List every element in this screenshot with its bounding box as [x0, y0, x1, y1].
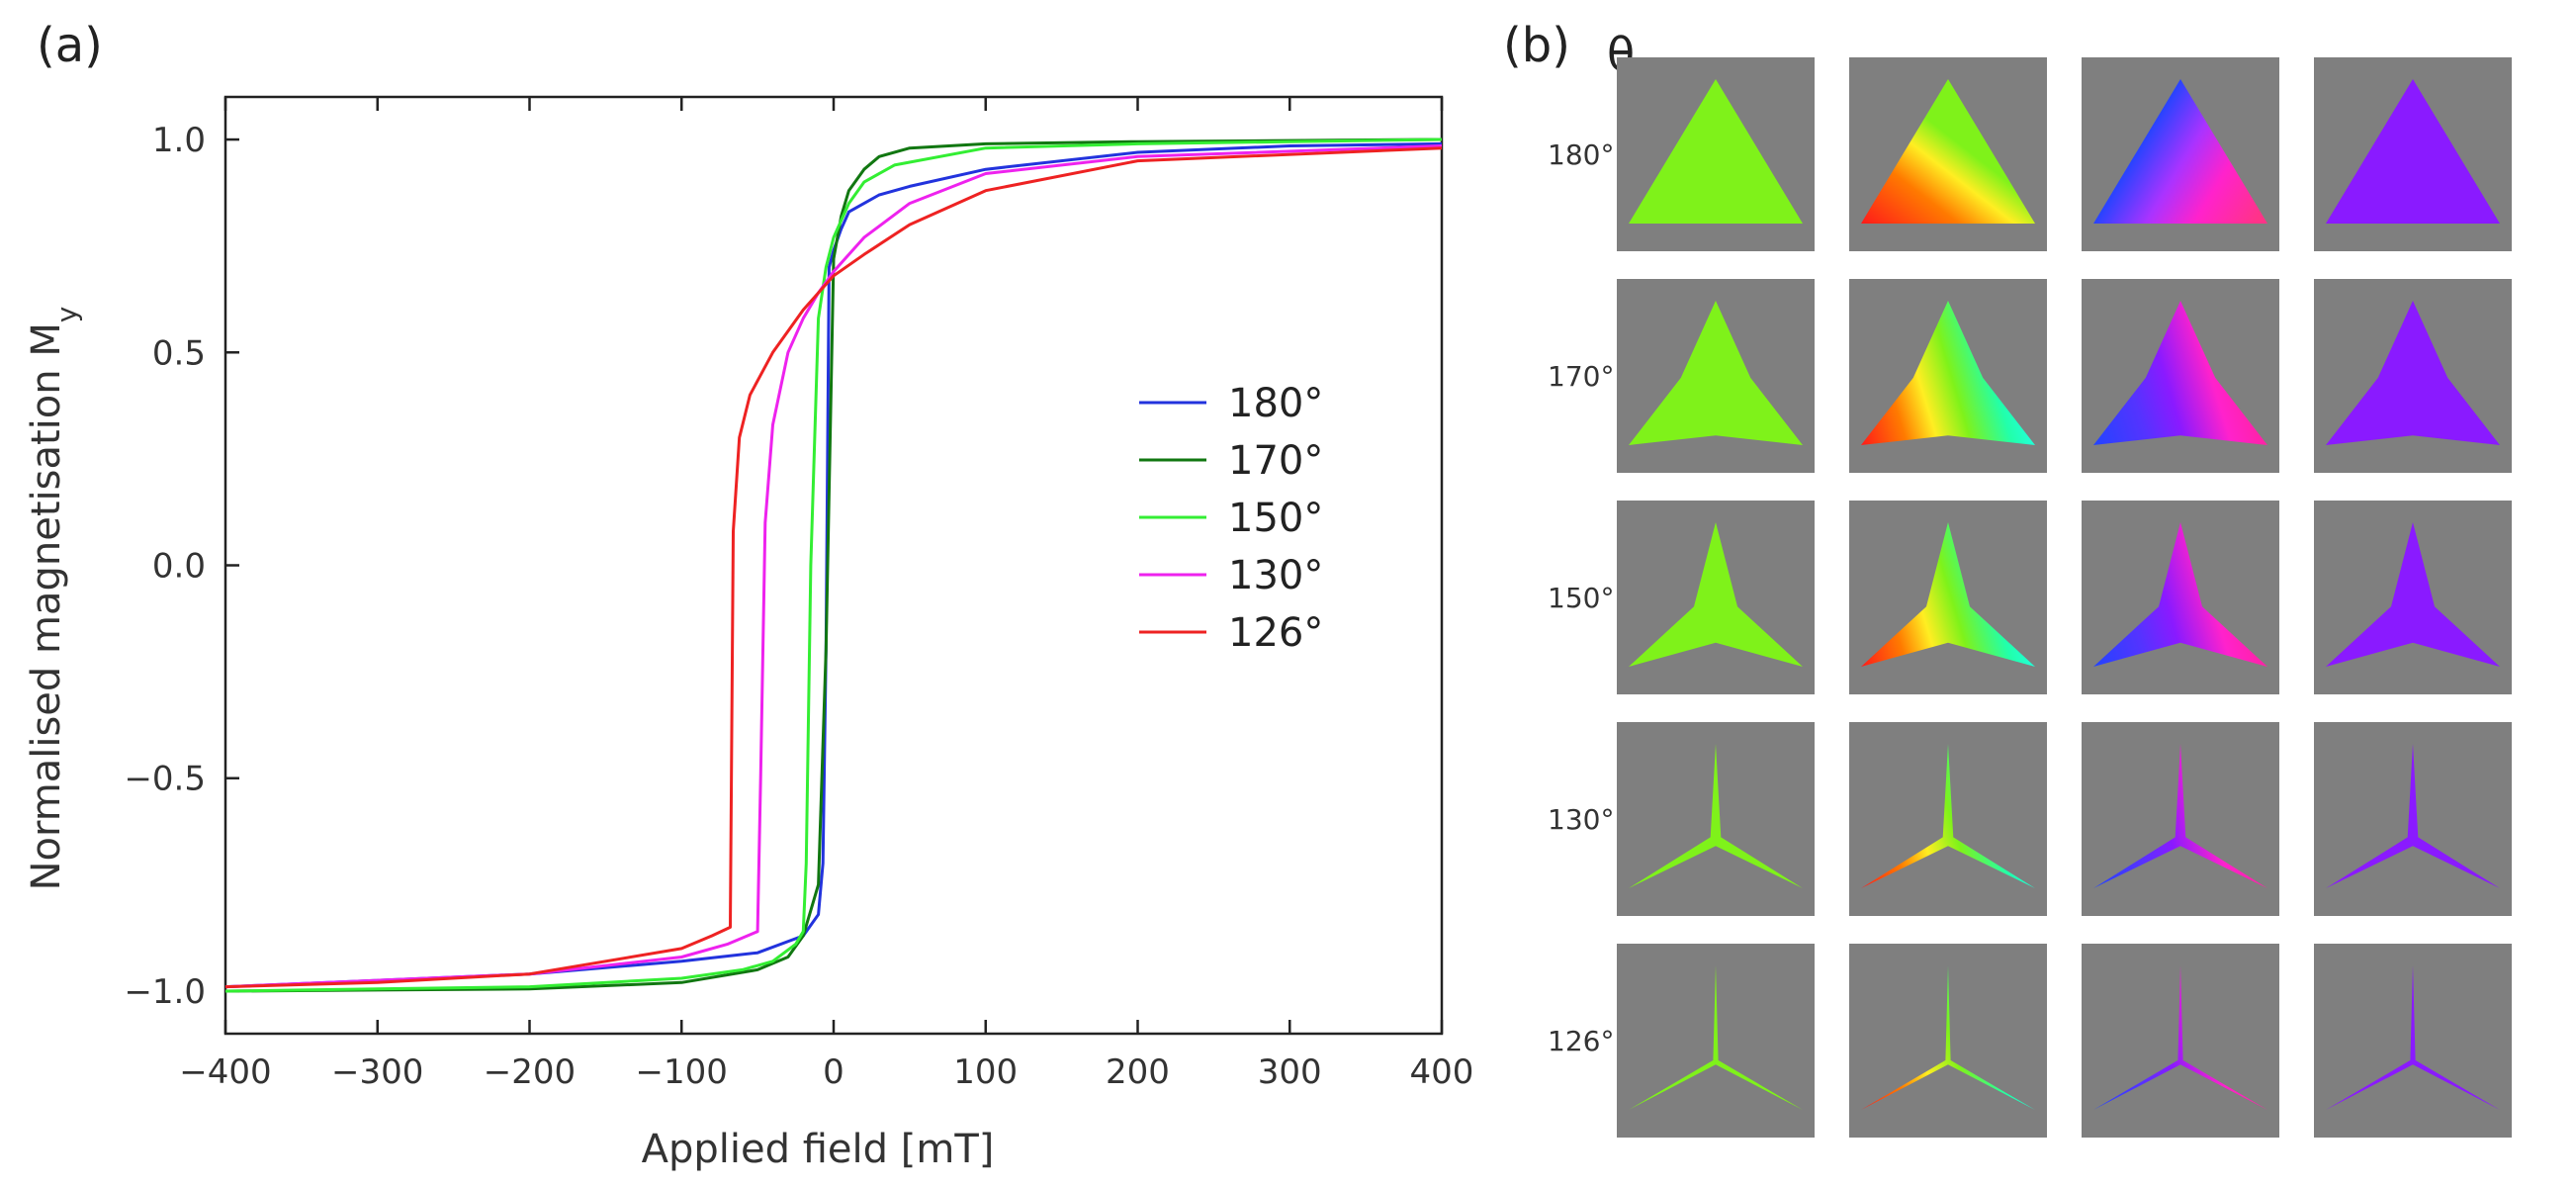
row-label-theta: 180° — [1548, 138, 1614, 171]
triangle-magnet — [2093, 79, 2267, 224]
x-tick-label: −400 — [179, 1052, 271, 1092]
triangle-magnet — [2326, 301, 2500, 445]
legend-entry: 126° — [1228, 610, 1323, 656]
y-tick-label: 1.0 — [152, 121, 206, 160]
series-line — [224, 141, 1443, 989]
state-tile — [1617, 501, 1815, 694]
panel-b-label: (b) — [1503, 18, 1570, 73]
state-tile — [1617, 944, 1815, 1138]
state-tile — [2082, 722, 2279, 916]
state-tile — [2082, 501, 2279, 694]
state-tile — [1617, 722, 1815, 916]
triangle-magnet — [2326, 965, 2500, 1110]
y-tick-label: −1.0 — [124, 972, 206, 1012]
triangle-magnet — [1629, 965, 1803, 1110]
x-tick-label: 200 — [1106, 1052, 1170, 1092]
hysteresis-chart: −400 −300 −200 −100 0 100 200 300 400 −1.0 −0.5 0.0… — [24, 95, 1474, 1172]
triangle-magnet — [2093, 744, 2267, 888]
x-tick-label: 100 — [953, 1052, 1018, 1092]
row-label-theta: 130° — [1548, 803, 1614, 836]
triangle-magnet — [1861, 522, 2035, 667]
legend-entry: 150° — [1228, 496, 1323, 541]
triangle-magnet — [1861, 79, 2035, 224]
legend-entry: 170° — [1228, 438, 1323, 484]
triangle-magnet — [1629, 744, 1803, 888]
triangle-magnet — [2093, 522, 2267, 667]
state-tile — [1849, 501, 2047, 694]
state-tile — [2314, 279, 2512, 473]
y-tick-label: 0.0 — [152, 547, 206, 587]
triangle-magnet — [1629, 522, 1803, 667]
state-tile — [2082, 279, 2279, 473]
triangle-magnet — [1861, 744, 2035, 888]
panel-a-label: (a) — [37, 18, 103, 73]
row-label-theta: 126° — [1548, 1025, 1614, 1057]
triangle-magnet — [1861, 965, 2035, 1110]
state-tile — [2082, 57, 2279, 251]
triangle-magnet — [2093, 965, 2267, 1110]
x-tick-label: 300 — [1258, 1052, 1322, 1092]
state-tile — [1617, 279, 1815, 473]
state-tile — [2082, 944, 2279, 1138]
state-tile — [1849, 944, 2047, 1138]
series-line — [224, 144, 1443, 989]
series-line — [224, 137, 1443, 993]
series-line — [224, 137, 1443, 993]
x-axis-label: Applied field [mT] — [642, 1127, 995, 1172]
legend-entry: 130° — [1228, 553, 1323, 598]
micromagnetic-grid: 180° 170° 150° 130° 126° — [1548, 57, 2512, 1138]
x-tick-label: 400 — [1410, 1052, 1474, 1092]
state-tile — [1617, 57, 1815, 251]
triangle-magnet — [2326, 522, 2500, 667]
state-tile — [1849, 279, 2047, 473]
triangle-magnet — [2326, 79, 2500, 224]
y-tick-label: 0.5 — [152, 333, 206, 373]
series-line — [224, 146, 1443, 989]
triangle-magnet — [1861, 301, 2035, 445]
state-tile — [1849, 57, 2047, 251]
triangle-magnet — [1629, 79, 1803, 224]
triangle-magnet — [2093, 301, 2267, 445]
triangle-magnet — [1629, 301, 1803, 445]
x-tick-label: −300 — [331, 1052, 423, 1092]
state-tile — [2314, 501, 2512, 694]
state-tile — [2314, 57, 2512, 251]
plot-area: −400 −300 −200 −100 0 100 200 300 400 −1.0 −0.5 0.0… — [124, 95, 1474, 1092]
state-tile — [1849, 722, 2047, 916]
triangle-magnet — [2326, 744, 2500, 888]
state-tile — [2314, 722, 2512, 916]
y-axis-label: Normalised magnetisation My — [24, 307, 83, 891]
state-tile — [2314, 944, 2512, 1138]
x-tick-label: −200 — [484, 1052, 576, 1092]
row-label-theta: 170° — [1548, 360, 1614, 393]
x-tick-label: −100 — [636, 1052, 728, 1092]
row-label-theta: 150° — [1548, 582, 1614, 614]
legend-entry: 180° — [1228, 381, 1323, 426]
y-tick-label: −0.5 — [124, 760, 206, 799]
x-tick-label: 0 — [823, 1052, 844, 1092]
